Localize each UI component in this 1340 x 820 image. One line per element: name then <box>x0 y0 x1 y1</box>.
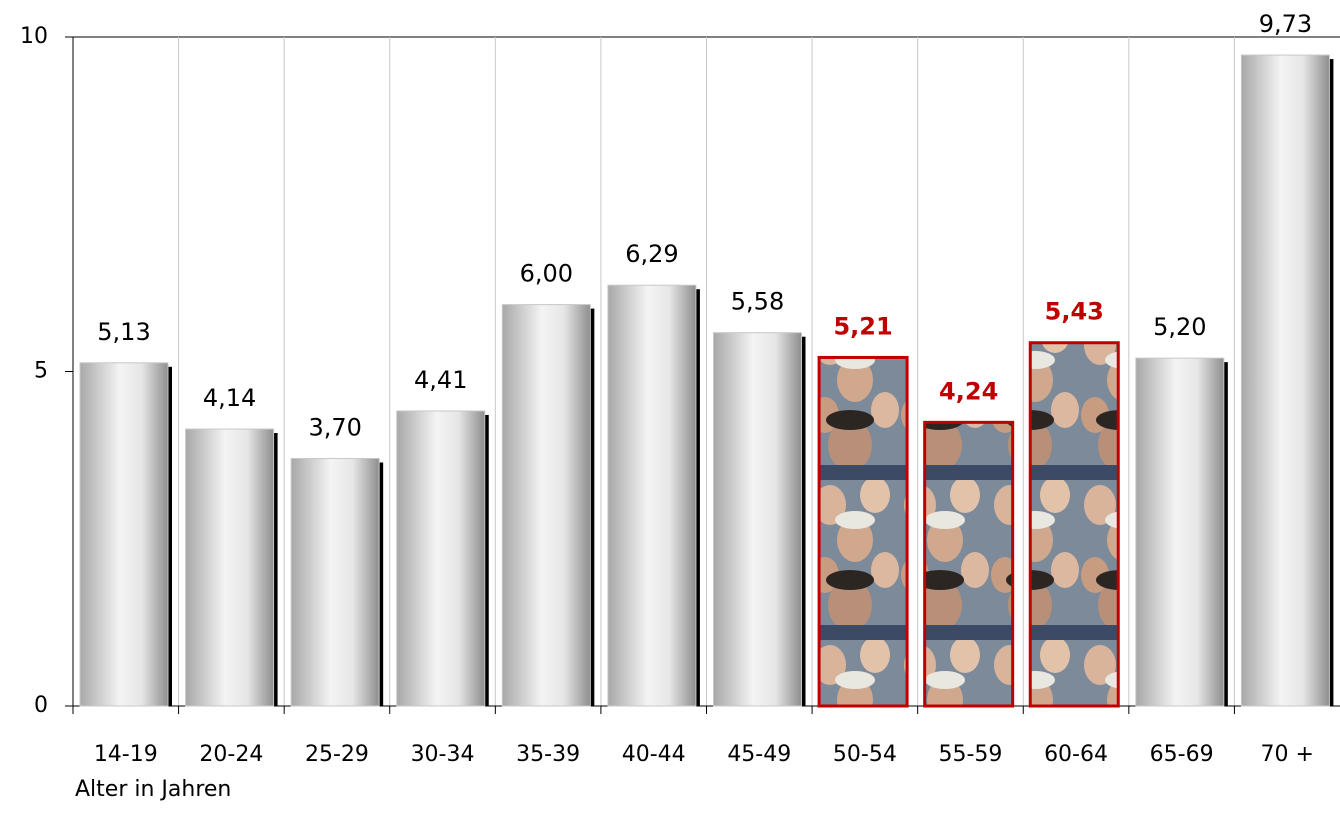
x-tick-label: 20-24 <box>199 742 263 767</box>
bar <box>290 457 380 707</box>
x-tick-label: 70 + <box>1260 742 1313 767</box>
bar <box>1240 54 1330 707</box>
x-tick-label: 55-59 <box>938 742 1002 767</box>
value-label: 4,14 <box>203 384 256 412</box>
x-tick-label: 50-54 <box>833 742 897 767</box>
value-label: 5,20 <box>1153 313 1206 341</box>
x-tick-label: 65-69 <box>1150 742 1214 767</box>
bar <box>817 355 909 708</box>
y-tick-label: 5 <box>34 359 48 384</box>
x-tick-label: 35-39 <box>516 742 580 767</box>
x-tick-label: 30-34 <box>411 742 475 767</box>
bar <box>713 332 802 707</box>
bar <box>923 420 1015 708</box>
value-label: 5,58 <box>731 288 784 316</box>
bar <box>1028 341 1120 708</box>
value-label: 6,29 <box>625 240 678 268</box>
value-label: 9,73 <box>1259 10 1312 38</box>
y-tick-label: 10 <box>20 24 48 49</box>
bar <box>79 362 169 707</box>
bar <box>185 428 275 707</box>
x-tick-label: 25-29 <box>305 742 369 767</box>
x-tick-label: 45-49 <box>727 742 791 767</box>
bar <box>607 284 697 707</box>
x-tick-label: 60-64 <box>1044 742 1108 767</box>
x-axis-label: Alter in Jahren <box>75 777 231 802</box>
x-tick-label: 40-44 <box>622 742 686 767</box>
bar <box>501 304 591 707</box>
value-label: 4,24 <box>939 377 998 405</box>
value-label: 3,70 <box>308 413 361 441</box>
value-label: 4,41 <box>414 366 467 394</box>
bar <box>1135 357 1225 707</box>
value-label: 5,21 <box>833 312 892 340</box>
y-tick-label: 0 <box>34 693 48 718</box>
value-label: 5,43 <box>1045 298 1104 326</box>
x-tick-label: 14-19 <box>94 742 158 767</box>
value-label: 5,13 <box>97 318 150 346</box>
bar <box>396 410 486 707</box>
value-label: 6,00 <box>520 260 573 288</box>
